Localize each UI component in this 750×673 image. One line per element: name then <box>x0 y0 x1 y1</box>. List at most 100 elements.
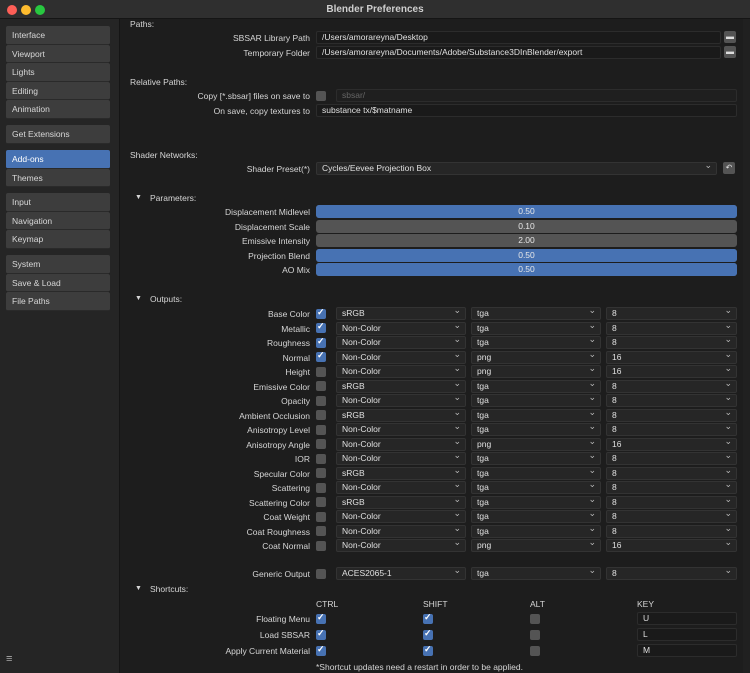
format-dropdown[interactable]: png <box>471 436 601 451</box>
collapse-triangle-icon[interactable]: ▼ <box>135 295 142 302</box>
output-enabled-checkbox[interactable] <box>316 366 326 377</box>
alt-checkbox[interactable] <box>530 646 540 656</box>
colorspace-dropdown[interactable]: Non-Color <box>336 363 466 378</box>
output-enabled-checkbox[interactable] <box>316 511 326 522</box>
shift-checkbox[interactable] <box>423 628 433 640</box>
bitdepth-dropdown[interactable]: 8 <box>606 565 737 580</box>
reset-icon[interactable]: ↶ <box>723 162 735 174</box>
bitdepth-dropdown[interactable]: 8 <box>606 479 737 494</box>
maximize-window-button[interactable] <box>35 5 45 15</box>
output-enabled-checkbox[interactable] <box>316 410 326 420</box>
shift-checkbox[interactable] <box>423 612 433 624</box>
colorspace-dropdown[interactable]: sRGB <box>336 465 466 480</box>
format-dropdown[interactable]: tga <box>471 450 601 465</box>
bitdepth-dropdown[interactable]: 8 <box>606 392 737 407</box>
sidebar-item-themes[interactable]: Themes <box>6 168 110 187</box>
colorspace-dropdown[interactable]: Non-Color <box>336 421 466 436</box>
colorspace-dropdown[interactable]: Non-Color <box>336 334 466 349</box>
output-enabled-checkbox[interactable] <box>316 395 326 406</box>
colorspace-dropdown[interactable]: Non-Color <box>336 450 466 465</box>
colorspace-dropdown[interactable]: sRGB <box>336 407 466 422</box>
output-enabled-checkbox[interactable] <box>316 381 326 391</box>
output-enabled-checkbox[interactable] <box>316 568 326 579</box>
format-dropdown[interactable]: png <box>471 349 601 364</box>
output-enabled-checkbox[interactable] <box>316 453 326 464</box>
format-dropdown[interactable]: tga <box>471 305 601 320</box>
shader-preset-dropdown[interactable]: Cycles/Eevee Projection Box <box>316 160 717 175</box>
format-dropdown[interactable]: tga <box>471 392 601 407</box>
colorspace-dropdown[interactable]: ACES2065-1 <box>336 565 466 580</box>
output-enabled-checkbox[interactable] <box>316 526 326 536</box>
parameter-slider[interactable]: 2.00 <box>316 234 737 248</box>
colorspace-dropdown[interactable]: Non-Color <box>336 508 466 523</box>
bitdepth-dropdown[interactable]: 8 <box>606 465 737 480</box>
sidebar-item-get-extensions[interactable]: Get Extensions <box>6 125 110 144</box>
colorspace-dropdown[interactable]: sRGB <box>336 494 466 509</box>
sidebar-item-save-load[interactable]: Save & Load <box>6 273 110 292</box>
format-dropdown[interactable]: tga <box>471 421 601 436</box>
format-dropdown[interactable]: tga <box>471 494 601 509</box>
bitdepth-dropdown[interactable]: 16 <box>606 349 737 364</box>
parameter-slider[interactable]: 0.50 <box>316 205 737 218</box>
sidebar-item-add-ons[interactable]: Add-ons <box>6 150 110 169</box>
format-dropdown[interactable]: tga <box>471 378 601 393</box>
ctrl-checkbox[interactable] <box>316 612 326 624</box>
format-dropdown[interactable]: tga <box>471 565 601 580</box>
sidebar-item-input[interactable]: Input <box>6 193 110 212</box>
output-enabled-checkbox[interactable] <box>316 482 326 493</box>
alt-checkbox[interactable] <box>530 630 540 640</box>
sidebar-item-interface[interactable]: Interface <box>6 26 110 45</box>
collapse-triangle-icon[interactable]: ▼ <box>135 585 142 592</box>
sbsar-library-path-input[interactable]: /Users/amorareyna/Desktop <box>316 31 721 44</box>
output-enabled-checkbox[interactable] <box>316 497 326 507</box>
bitdepth-dropdown[interactable]: 8 <box>606 320 737 335</box>
parameter-slider[interactable]: 0.50 <box>316 263 737 277</box>
output-enabled-checkbox[interactable] <box>316 540 326 551</box>
bitdepth-dropdown[interactable]: 8 <box>606 334 737 349</box>
sidebar-item-file-paths[interactable]: File Paths <box>6 292 110 311</box>
output-enabled-checkbox[interactable] <box>316 336 326 348</box>
format-dropdown[interactable]: tga <box>471 479 601 494</box>
key-input[interactable]: U <box>637 612 737 625</box>
bitdepth-dropdown[interactable]: 8 <box>606 421 737 436</box>
sidebar-item-system[interactable]: System <box>6 255 110 274</box>
copy-textures-input[interactable]: substance tx/$matname <box>316 104 737 117</box>
colorspace-dropdown[interactable]: Non-Color <box>336 523 466 538</box>
bitdepth-dropdown[interactable]: 8 <box>606 305 737 320</box>
output-enabled-checkbox[interactable] <box>316 307 326 319</box>
format-dropdown[interactable]: tga <box>471 407 601 422</box>
bitdepth-dropdown[interactable]: 16 <box>606 363 737 378</box>
colorspace-dropdown[interactable]: sRGB <box>336 378 466 393</box>
colorspace-dropdown[interactable]: Non-Color <box>336 479 466 494</box>
format-dropdown[interactable]: tga <box>471 465 601 480</box>
parameter-slider[interactable]: 0.50 <box>316 248 737 262</box>
output-enabled-checkbox[interactable] <box>316 468 326 478</box>
temporary-folder-input[interactable]: /Users/amorareyna/Documents/Adobe/Substa… <box>316 46 721 59</box>
colorspace-dropdown[interactable]: Non-Color <box>336 392 466 407</box>
bitdepth-dropdown[interactable]: 8 <box>606 494 737 509</box>
output-enabled-checkbox[interactable] <box>316 439 326 449</box>
bitdepth-dropdown[interactable]: 8 <box>606 450 737 465</box>
colorspace-dropdown[interactable]: sRGB <box>336 305 466 320</box>
collapse-triangle-icon[interactable]: ▼ <box>135 194 142 201</box>
scrollbar[interactable] <box>743 19 750 673</box>
format-dropdown[interactable]: tga <box>471 508 601 523</box>
copy-sbsar-checkbox[interactable] <box>316 91 326 101</box>
hamburger-menu-icon[interactable]: ≡ <box>6 653 13 665</box>
sidebar-item-navigation[interactable]: Navigation <box>6 211 110 230</box>
key-input[interactable]: L <box>637 628 737 641</box>
sidebar-item-keymap[interactable]: Keymap <box>6 230 110 249</box>
sidebar-item-lights[interactable]: Lights <box>6 63 110 82</box>
sidebar-item-animation[interactable]: Animation <box>6 100 110 119</box>
format-dropdown[interactable]: tga <box>471 523 601 538</box>
folder-icon[interactable]: ▬ <box>724 46 736 58</box>
bitdepth-dropdown[interactable]: 8 <box>606 508 737 523</box>
format-dropdown[interactable]: tga <box>471 334 601 349</box>
bitdepth-dropdown[interactable]: 16 <box>606 436 737 451</box>
colorspace-dropdown[interactable]: Non-Color <box>336 320 466 335</box>
output-enabled-checkbox[interactable] <box>316 424 326 435</box>
parameter-slider[interactable]: 0.10 <box>316 219 737 233</box>
output-enabled-checkbox[interactable] <box>316 321 326 333</box>
format-dropdown[interactable]: png <box>471 537 601 552</box>
colorspace-dropdown[interactable]: Non-Color <box>336 349 466 364</box>
